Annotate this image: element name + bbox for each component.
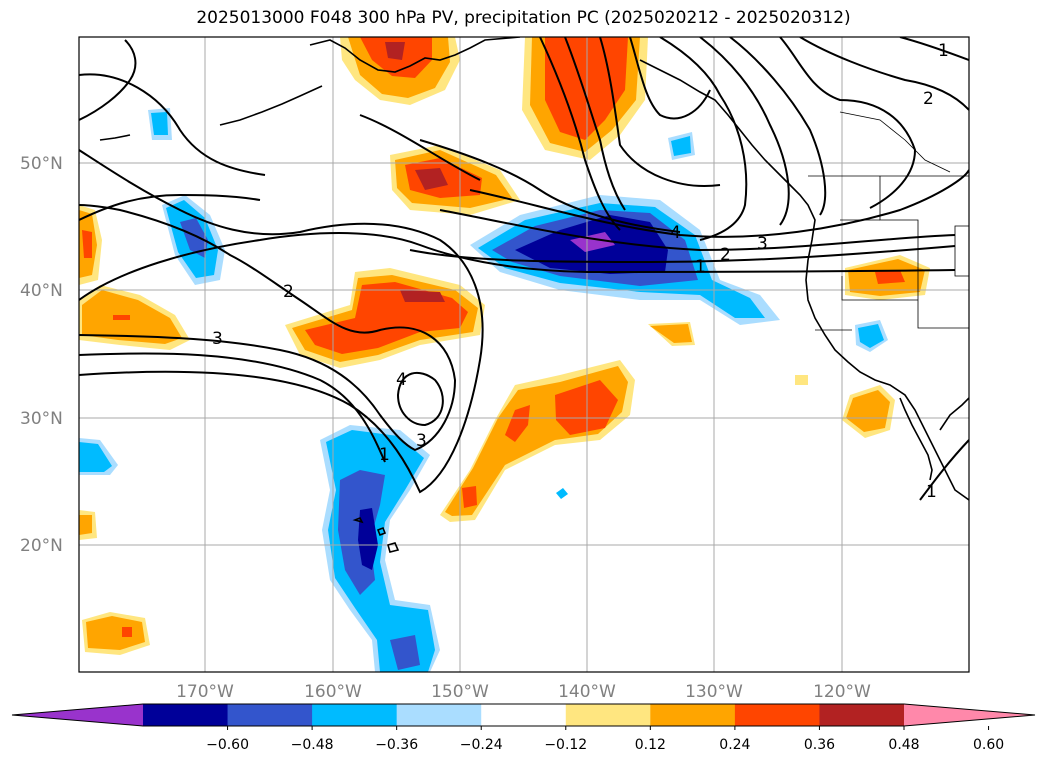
map-title: 2025013000 F048 300 hPa PV, precipitatio… [196,8,851,28]
map-frame [78,36,970,673]
contour-label: 1 [695,257,706,277]
contour-label: 4 [396,370,407,390]
colorbar-swatch [819,704,905,726]
lon-label: 120°W [813,682,871,702]
colorbar-tick-label: 0.48 [888,737,919,753]
lon-label: 170°W [176,682,234,702]
colorbar-outline [11,703,1036,727]
lon-label: 150°W [431,682,489,702]
lon-label: 130°W [685,682,743,702]
contour-label: 3 [757,234,768,254]
latitude-labels: 50°N 40°N 30°N 20°N [20,154,63,556]
colorbar-swatch [565,704,651,726]
lat-label: 40°N [20,281,63,301]
colorbar-swatch [481,704,567,726]
contour-label: 2 [923,89,934,109]
lat-label: 20°N [20,536,63,556]
colorbar-tick-label: −0.24 [460,737,503,753]
longitude-labels: 170°W 160°W 150°W 140°W 130°W 120°W [176,682,871,702]
colorbar-tick-label: 0.60 [973,737,1004,753]
map-panel: 2 3 4 3 1 4 3 2 1 2 1 1 [79,37,969,672]
coastlines [99,37,969,553]
colorbar-swatch [227,704,313,726]
colorbar-tick-label: 0.12 [635,737,666,753]
contour-label: 2 [283,282,294,302]
colorbar-tick-label: −0.36 [375,737,418,753]
colorbar-tick-label: 0.36 [804,737,835,753]
colorbar-tick-label: −0.48 [291,737,334,753]
colorbar-extend-high [904,704,1035,726]
colorbar-extend-low [12,704,143,726]
colorbar: −0.60 −0.48 −0.36 −0.24 −0.12 0.12 0.24 0.36 0.4… [11,703,1036,753]
contour-label: 3 [416,431,427,451]
lat-label: 50°N [20,154,63,174]
contour-label: 1 [926,482,937,502]
colorbar-tick-label: 0.24 [719,737,750,753]
contour-label: 1 [379,445,390,465]
lon-label: 160°W [304,682,362,702]
contour-label: 2 [720,245,731,265]
colorbar-swatch [650,704,736,726]
colorbar-swatch [143,704,229,726]
colorbar-swatch [396,704,482,726]
contour-label: 3 [212,329,223,349]
lon-label: 140°W [558,682,616,702]
contour-labels: 2 3 4 3 1 4 3 2 1 2 1 1 [212,41,949,502]
lat-label: 30°N [20,409,63,429]
contour-label: 4 [670,223,681,243]
colorbar-swatch [734,704,820,726]
contour-label: 1 [938,41,949,61]
colorbar-swatch [312,704,398,726]
pv-contours [79,37,969,501]
colorbar-tick-label: −0.12 [544,737,587,753]
precip-shading [79,37,930,672]
colorbar-tick-label: −0.60 [206,737,249,753]
